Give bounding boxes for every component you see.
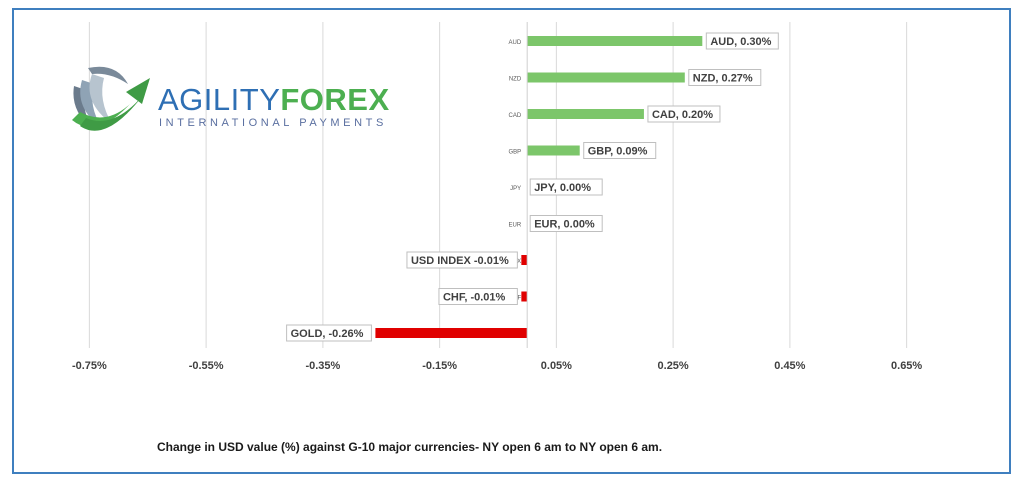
data-label-box <box>705 32 779 50</box>
bar <box>521 255 528 265</box>
swoosh-globe-icon <box>72 66 150 131</box>
data-label-box <box>286 324 372 342</box>
bar <box>527 72 685 83</box>
agility-forex-logo: AGILITYFOREX INTERNATIONAL PAYMENTS <box>66 64 389 146</box>
data-label: AUD, 0.30% <box>710 36 771 48</box>
data-label-box <box>688 69 762 86</box>
logo-wordmark: AGILITYFOREX <box>158 82 390 118</box>
data-label-box <box>529 178 603 196</box>
data-label-box <box>529 215 603 232</box>
data-label-box <box>406 251 518 269</box>
data-label-box <box>438 288 518 305</box>
bar <box>521 291 528 302</box>
data-label: GOLD, -0.26% <box>291 328 364 340</box>
data-label: NZD, 0.27% <box>693 73 753 85</box>
chart-caption: Change in USD value (%) against G-10 maj… <box>157 440 663 454</box>
data-label: GBP, 0.09% <box>588 146 648 158</box>
category-label: CAD <box>509 113 522 119</box>
x-tick-label: -0.55% <box>189 360 224 372</box>
bar <box>527 145 580 156</box>
category-label: GBP <box>509 150 522 156</box>
data-label: JPY, 0.00% <box>534 182 591 194</box>
data-label: EUR, 0.00% <box>534 219 595 231</box>
category-label: NZD <box>509 77 522 83</box>
logo-word-agility: AGILITY <box>158 82 281 117</box>
data-label: CHF, -0.01% <box>443 292 506 304</box>
bar <box>527 109 644 119</box>
category-label: AUD <box>509 40 522 46</box>
chart-frame <box>12 8 1011 474</box>
category-label: EUR <box>509 223 522 229</box>
x-tick-label: -0.15% <box>422 360 457 372</box>
bar <box>375 328 528 338</box>
x-tick-label: -0.35% <box>305 360 340 372</box>
data-label-box <box>583 142 657 159</box>
data-label: CAD, 0.20% <box>652 109 713 121</box>
category-label: JPY <box>510 186 521 192</box>
x-tick-label: 0.45% <box>774 360 805 372</box>
data-label: USD INDEX -0.01% <box>411 255 509 267</box>
x-tick-label: 0.25% <box>658 360 689 372</box>
x-tick-label: 0.65% <box>891 360 922 372</box>
x-tick-label: -0.75% <box>72 360 107 372</box>
logo-tagline: INTERNATIONAL PAYMENTS <box>159 117 387 129</box>
data-label-box <box>647 105 721 123</box>
bar <box>527 36 703 46</box>
logo-word-forex: FOREX <box>280 82 390 117</box>
x-tick-label: 0.05% <box>541 360 572 372</box>
